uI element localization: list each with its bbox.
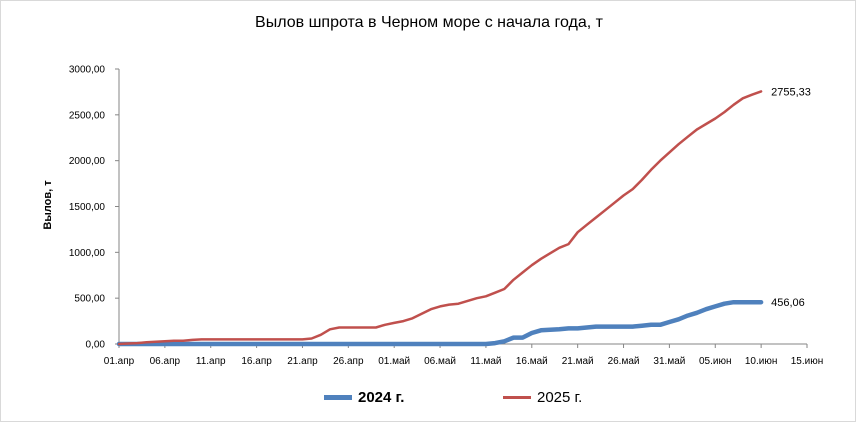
series-end-label: 2755,33 [771, 86, 811, 98]
x-tick-label: 31.май [653, 356, 685, 367]
x-tick-label: 16.май [516, 356, 548, 367]
x-tick-label: 21.май [562, 356, 594, 367]
legend-label: 2024 г. [358, 389, 405, 406]
y-tick-label: 2500,00 [69, 110, 106, 121]
x-tick-label: 10.июн [745, 356, 778, 367]
y-axis-ticks: 0,00 500,00 1000,00 1500,00 2000,00 2500,00 30… [69, 65, 119, 351]
x-tick-label: 01.апр [104, 356, 135, 367]
x-tick-label: 21.апр [287, 356, 318, 367]
end-labels: 456,06 2755,33 [771, 86, 811, 309]
legend-item: 2025 г. [503, 389, 582, 406]
line-chart: 0,00 500,00 1000,00 1500,00 2000,00 2500,00 30… [42, 65, 823, 368]
legend-label: 2025 г. [537, 389, 583, 406]
y-tick-label: 1500,00 [69, 202, 106, 213]
series-line-2 [117, 90, 763, 346]
series-lines [116, 90, 764, 347]
y-tick-label: 3000,00 [69, 65, 106, 76]
x-axis-ticks: 01.апр 06.апр 11.апр 16.апр 21.апр 26.апр 01.м… [104, 344, 823, 367]
x-tick-label: 26.апр [333, 356, 364, 367]
x-tick-label: 01.май [378, 356, 410, 367]
legend-swatch [503, 396, 531, 399]
x-tick-label: 15.июн [791, 356, 824, 367]
x-tick-label: 16.апр [241, 356, 272, 367]
x-tick-label: 11.апр [196, 356, 226, 367]
x-tick-label: 26.май [608, 356, 640, 367]
x-tick-label: 05.июн [699, 356, 732, 367]
series-line-1 [116, 299, 764, 347]
series-end-label: 456,06 [771, 297, 805, 309]
x-tick-label: 06.апр [150, 356, 181, 367]
x-tick-label: 11.май [470, 356, 501, 367]
legend-swatch [324, 395, 352, 400]
legend: 2024 г. 2025 г. [1, 389, 856, 411]
y-tick-label: 500,00 [74, 294, 105, 305]
y-tick-label: 1000,00 [69, 248, 106, 259]
legend-item: 2024 г. [324, 389, 404, 406]
y-tick-label: 0,00 [86, 340, 106, 351]
x-tick-label: 06.май [424, 356, 456, 367]
y-axis-label: Вылов, т [42, 180, 54, 230]
y-tick-label: 2000,00 [69, 156, 106, 167]
chart-title: Вылов шпрота в Черном море с начала года… [255, 14, 603, 31]
